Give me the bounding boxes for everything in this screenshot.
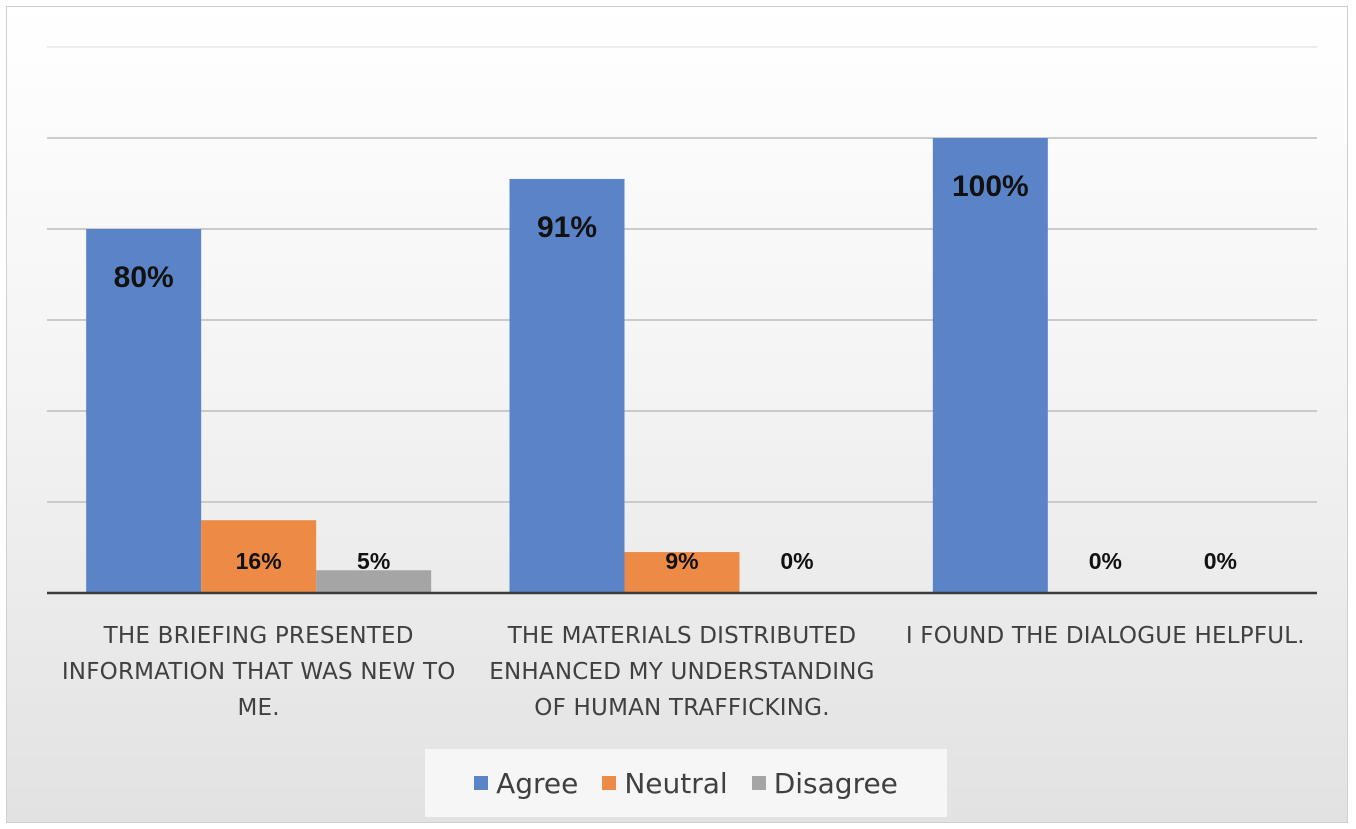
bar-agree [933,138,1048,593]
category-label-line: ENHANCED MY UNDERSTANDING [489,659,874,685]
data-label: 0% [1089,548,1122,574]
category-label-line: ME. [238,695,280,721]
legend: Agree Neutral Disagree [425,749,947,817]
data-label: 0% [1204,548,1237,574]
legend-label: Agree [496,767,578,800]
data-label: 5% [357,548,390,574]
legend-label: Disagree [774,767,898,800]
legend-swatch [602,776,616,790]
category-label: THE MATERIALS DISTRIBUTED ENHANCED MY UND… [489,623,874,721]
legend-item-neutral: Neutral [602,767,727,800]
category-label: THE BRIEFING PRESENTED INFORMATION THAT W… [62,623,456,721]
category-label-line: INFORMATION THAT WAS NEW TO [62,659,456,685]
legend-item-disagree: Disagree [752,767,898,800]
category-label: I FOUND THE DIALOGUE HELPFUL. [906,623,1305,649]
category-label-line: OF HUMAN TRAFFICKING. [534,695,829,721]
data-label: 0% [780,548,813,574]
category-label-line: THE MATERIALS DISTRIBUTED [507,623,857,649]
data-label: 100% [952,170,1029,203]
legend-swatch [474,776,488,790]
category-label-line: I FOUND THE DIALOGUE HELPFUL. [906,623,1305,649]
data-label: 16% [236,548,282,574]
legend-swatch [752,776,766,790]
data-label: 80% [114,261,174,294]
legend-label: Neutral [624,767,727,800]
bar-chart: 80% 16% 5% THE BRIEFING PRESENTED INFORMATIO… [7,7,1349,824]
data-label: 91% [537,211,597,244]
data-label: 9% [665,548,698,574]
chart-frame: 80% 16% 5% THE BRIEFING PRESENTED INFORMATIO… [6,6,1348,823]
legend-item-agree: Agree [474,767,578,800]
category-label-line: THE BRIEFING PRESENTED [103,623,414,649]
